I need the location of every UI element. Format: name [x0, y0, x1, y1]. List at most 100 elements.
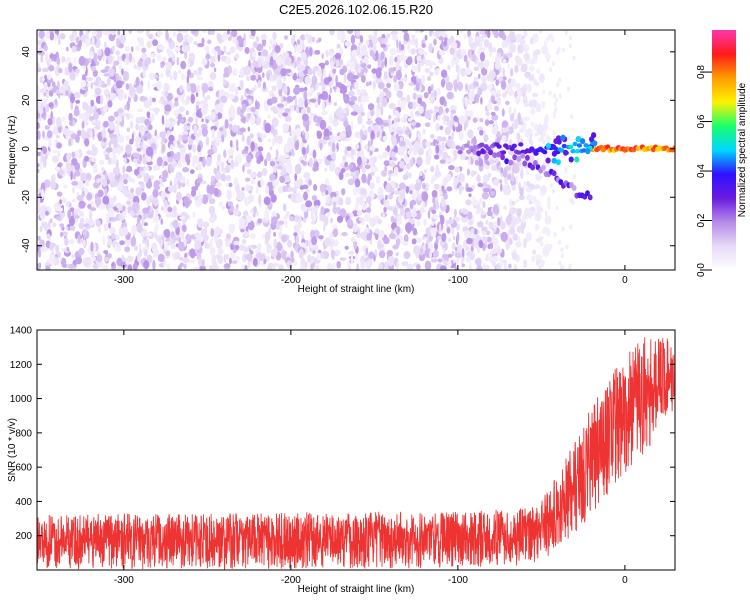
y-tick-label: 800	[15, 428, 32, 439]
spectrogram-cell	[97, 189, 104, 198]
spectrogram-cell	[335, 249, 341, 256]
spectrogram-cell	[107, 238, 113, 247]
spectrogram-cell	[200, 229, 208, 238]
spectrogram-cell	[480, 82, 488, 92]
spectrogram-cell	[68, 62, 73, 73]
spectrogram-signal-cell	[520, 152, 526, 159]
spectrogram-cell	[558, 240, 562, 245]
spectrogram-cell	[393, 166, 399, 175]
spectrogram-cell	[408, 82, 415, 86]
spectrogram-cell	[331, 152, 336, 160]
spectrogram-cell	[142, 207, 150, 214]
spectrogram-cell	[235, 255, 241, 262]
spectrogram-cell	[441, 232, 447, 243]
spectrogram-signal-cell	[561, 143, 567, 149]
spectrogram-cell	[500, 127, 508, 133]
spectrogram-cell	[335, 135, 342, 141]
spectrogram-cell	[190, 83, 197, 94]
spectrogram-cell	[38, 248, 41, 258]
spectrogram-cell	[135, 123, 139, 131]
spectrogram-cell	[462, 208, 469, 215]
spectrogram-cell	[186, 178, 190, 187]
spectrogram-cell	[108, 222, 111, 229]
spectrogram-cell	[104, 41, 107, 50]
spectrogram-cell	[407, 41, 415, 45]
spectrogram-cell	[447, 219, 454, 225]
spectrogram-cell	[126, 200, 131, 205]
spectrogram-cell	[348, 91, 355, 97]
spectrogram-cell	[217, 153, 221, 161]
spectrogram-cell	[350, 120, 354, 131]
spectrogram-cell	[547, 200, 551, 210]
spectrogram-cell	[480, 97, 483, 105]
spectrogram-cell	[49, 31, 55, 41]
spectrogram-cell	[284, 115, 292, 123]
spectrogram-cell	[98, 227, 101, 234]
spectrogram-cell	[176, 56, 180, 66]
spectrogram-cell	[212, 261, 218, 270]
spectrogram-cell	[243, 246, 249, 253]
spectrogram-cell	[41, 77, 45, 81]
spectrogram-cell	[230, 104, 235, 113]
spectrogram-cell	[116, 266, 122, 270]
spectrogram-cell	[445, 156, 452, 163]
spectrogram-cell	[185, 99, 190, 104]
x-tick-label: -100	[448, 275, 468, 286]
spectrogram-cell	[520, 63, 528, 73]
spectrogram-cell	[379, 243, 385, 248]
spectrogram-cell	[558, 77, 562, 83]
spectrogram-cell	[174, 251, 181, 260]
spectrogram-cell	[501, 135, 507, 142]
spectrogram-cell	[239, 111, 244, 118]
spectrogram-cell	[398, 182, 406, 190]
spectrogram-cell	[261, 135, 264, 142]
spectrogram-signal-cell	[496, 151, 501, 158]
spectrogram-cell	[208, 198, 216, 205]
spectrogram-cell	[256, 171, 263, 178]
spectrogram-cell	[271, 216, 278, 226]
spectrogram-cell	[210, 125, 218, 131]
spectrogram-cell	[464, 83, 469, 92]
spectrogram-cell	[430, 84, 434, 92]
spectrogram-cell	[478, 73, 481, 79]
spectrogram-cell	[164, 118, 171, 128]
spectrogram-cell	[432, 197, 436, 204]
spectrogram-cell	[162, 99, 168, 106]
spectrogram-cell	[68, 215, 75, 227]
spectrogram-cell	[302, 206, 308, 213]
spectrogram-cell	[78, 234, 81, 244]
spectrogram-cell	[385, 90, 392, 99]
spectrogram-cell	[223, 45, 227, 54]
spectrogram-cell	[40, 53, 44, 64]
spectrogram-cell	[207, 39, 212, 45]
spectrogram-cell	[380, 51, 385, 60]
spectrogram-cell	[447, 65, 451, 70]
spectrogram-cell	[461, 248, 465, 258]
spectrogram-cell	[354, 178, 361, 188]
spectrogram-cell	[224, 165, 231, 174]
spectrogram-cell	[132, 202, 139, 212]
spectrogram-signal-cell	[541, 164, 546, 171]
spectrogram-cell	[131, 57, 136, 64]
spectrogram-cell	[181, 30, 189, 34]
spectrogram-cell	[466, 168, 470, 176]
spectrogram-cell	[336, 30, 342, 41]
spectrogram-cell	[335, 168, 339, 174]
spectrogram-cell	[147, 211, 154, 219]
spectrogram-cell	[343, 72, 347, 84]
spectrogram-cell	[273, 73, 277, 81]
spectrogram-cell	[304, 261, 308, 268]
spectrogram-cell	[421, 74, 426, 85]
spectrogram-signal-cell	[551, 170, 557, 177]
spectrogram-cell	[223, 149, 227, 158]
spectrogram-cell	[81, 190, 86, 198]
spectrogram-cell	[513, 263, 518, 270]
spectrogram-cell	[205, 136, 210, 146]
spectrogram-cell	[449, 47, 455, 55]
spectrogram-cell	[373, 254, 376, 262]
spectrogram-cell	[174, 101, 179, 107]
spectrogram-cell	[516, 217, 520, 224]
spectrogram-cell	[405, 222, 412, 233]
spectrogram-cell	[339, 257, 347, 261]
spectrogram-cell	[72, 198, 77, 203]
